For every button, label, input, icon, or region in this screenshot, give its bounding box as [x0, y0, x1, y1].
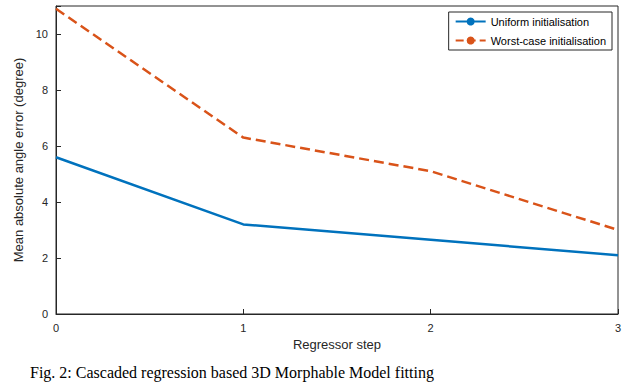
svg-text:3: 3	[615, 322, 621, 334]
svg-text:Regressor step: Regressor step	[293, 337, 381, 352]
svg-text:0: 0	[53, 322, 59, 334]
svg-text:Uniform initialisation: Uniform initialisation	[491, 16, 589, 28]
svg-text:10: 10	[36, 28, 48, 40]
svg-text:2: 2	[428, 322, 434, 334]
svg-text:1: 1	[240, 322, 246, 334]
svg-text:Worst-case initialisation: Worst-case initialisation	[491, 35, 606, 47]
svg-text:2: 2	[42, 252, 48, 264]
svg-text:8: 8	[42, 84, 48, 96]
svg-text:4: 4	[42, 196, 48, 208]
svg-text:0: 0	[42, 308, 48, 320]
svg-text:Fig. 2: Cascaded regression ba: Fig. 2: Cascaded regression based 3D Mor…	[30, 364, 434, 382]
svg-text:6: 6	[42, 140, 48, 152]
svg-text:Mean absolute angle error (deg: Mean absolute angle error (degree)	[11, 58, 26, 263]
